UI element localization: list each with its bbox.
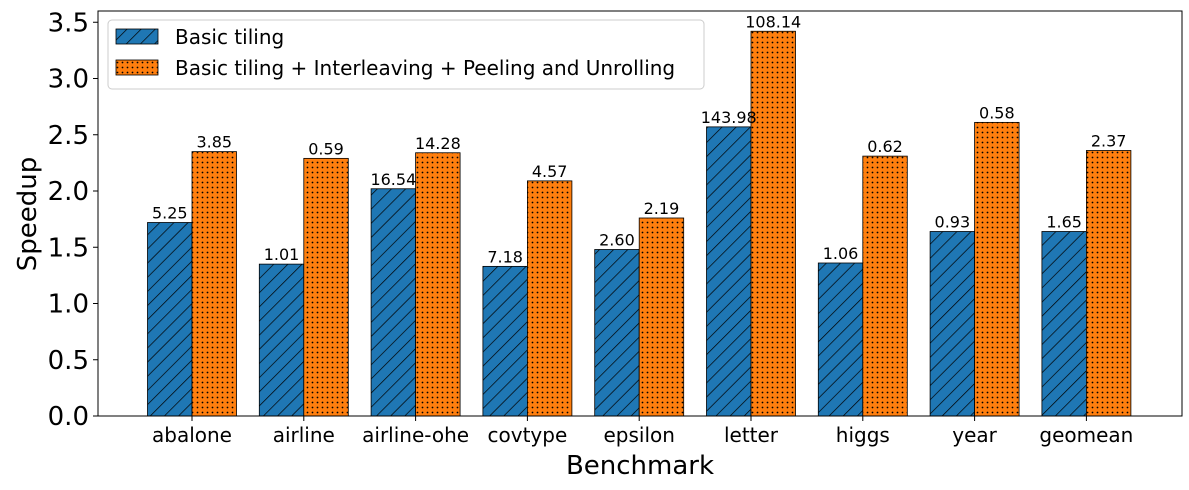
bar-airline-ohe-series-2 xyxy=(415,152,461,417)
data-label-airline-ohe-series-1: 16.54 xyxy=(370,170,416,189)
bars-layer xyxy=(147,30,1132,417)
legend-swatch-basic-tiling xyxy=(115,28,159,45)
x-tick-label-letter: letter xyxy=(724,423,779,447)
x-tick-label-covtype: covtype xyxy=(488,423,568,447)
data-label-covtype-series-1: 7.18 xyxy=(487,247,523,266)
bar-abalone-series-2 xyxy=(191,151,237,417)
data-label-airline-series-2: 0.59 xyxy=(308,139,344,158)
bar-epsilon-series-1 xyxy=(594,249,640,417)
data-label-airline-ohe-series-2: 14.28 xyxy=(415,134,461,153)
bar-letter-series-1 xyxy=(706,126,752,417)
bar-covtype-series-2 xyxy=(527,180,573,417)
bar-year-series-2 xyxy=(974,121,1020,417)
y-tick-label: 0.0 xyxy=(48,402,89,432)
y-tick-label: 1.0 xyxy=(48,290,89,320)
data-label-geomean-series-1: 1.65 xyxy=(1046,213,1082,232)
axis-ticks-layer: abalone airline airline-ohe covtype epsilon l… xyxy=(48,8,1134,447)
x-axis-title: Benchmark xyxy=(566,451,714,481)
y-tick-label: 3.5 xyxy=(48,8,89,38)
data-label-year-series-2: 0.58 xyxy=(979,103,1015,122)
data-label-covtype-series-2: 4.57 xyxy=(532,162,568,181)
bar-airline-series-2 xyxy=(303,157,349,417)
legend-label-optimized: Basic tiling + Interleaving + Peeling an… xyxy=(175,56,675,80)
x-tick-label-higgs: higgs xyxy=(836,423,890,447)
bar-abalone-series-1 xyxy=(147,222,193,417)
data-label-abalone-series-2: 3.85 xyxy=(196,133,232,152)
bar-geomean-series-1 xyxy=(1041,231,1087,417)
y-tick-label: 0.5 xyxy=(48,346,89,376)
y-tick-label: 2.5 xyxy=(48,121,89,151)
x-tick-label-airline-ohe: airline-ohe xyxy=(362,423,469,447)
x-tick-label-geomean: geomean xyxy=(1039,423,1133,447)
data-label-letter-series-1: 143.98 xyxy=(701,108,757,127)
data-label-airline-series-1: 1.01 xyxy=(264,245,300,264)
x-tick-label-year: year xyxy=(952,423,997,447)
bar-letter-series-2 xyxy=(750,30,796,417)
bar-year-series-1 xyxy=(929,231,975,417)
data-label-higgs-series-2: 0.62 xyxy=(867,137,903,156)
legend-swatch-optimized xyxy=(115,59,159,76)
bar-higgs-series-1 xyxy=(817,262,864,417)
y-tick-label: 2.0 xyxy=(48,177,89,207)
legend-label-basic-tiling: Basic tiling xyxy=(175,25,284,49)
y-axis-title: Speedup xyxy=(13,157,43,272)
data-labels-layer: 5.25 3.85 1.01 0.59 16.54 14.28 7.18 4.57 2.60 2.… xyxy=(152,12,1127,266)
bar-covtype-series-1 xyxy=(482,265,528,417)
data-label-geomean-series-2: 2.37 xyxy=(1091,132,1127,151)
x-tick-label-airline: airline xyxy=(273,423,335,447)
legend-frame xyxy=(107,19,705,90)
plot-frame xyxy=(97,10,1183,417)
data-label-epsilon-series-1: 2.60 xyxy=(599,231,635,250)
x-tick-label-abalone: abalone xyxy=(152,423,232,447)
data-label-higgs-series-1: 1.06 xyxy=(823,244,859,263)
bar-geomean-series-2 xyxy=(1086,150,1132,417)
y-tick-label: 1.5 xyxy=(48,233,89,263)
bar-higgs-series-2 xyxy=(862,155,908,417)
data-label-letter-series-2: 108.14 xyxy=(745,12,801,31)
data-label-epsilon-series-2: 2.19 xyxy=(644,199,680,218)
y-tick-label: 3.0 xyxy=(48,65,89,95)
bar-airline-series-1 xyxy=(258,263,305,417)
data-label-year-series-1: 0.93 xyxy=(935,213,971,232)
x-tick-label-epsilon: epsilon xyxy=(603,423,674,447)
bar-epsilon-series-2 xyxy=(638,217,685,417)
legend: Basic tiling Basic tiling + Interleaving… xyxy=(107,19,705,90)
bar-airline-ohe-series-1 xyxy=(370,188,417,417)
data-label-abalone-series-1: 5.25 xyxy=(152,204,188,223)
